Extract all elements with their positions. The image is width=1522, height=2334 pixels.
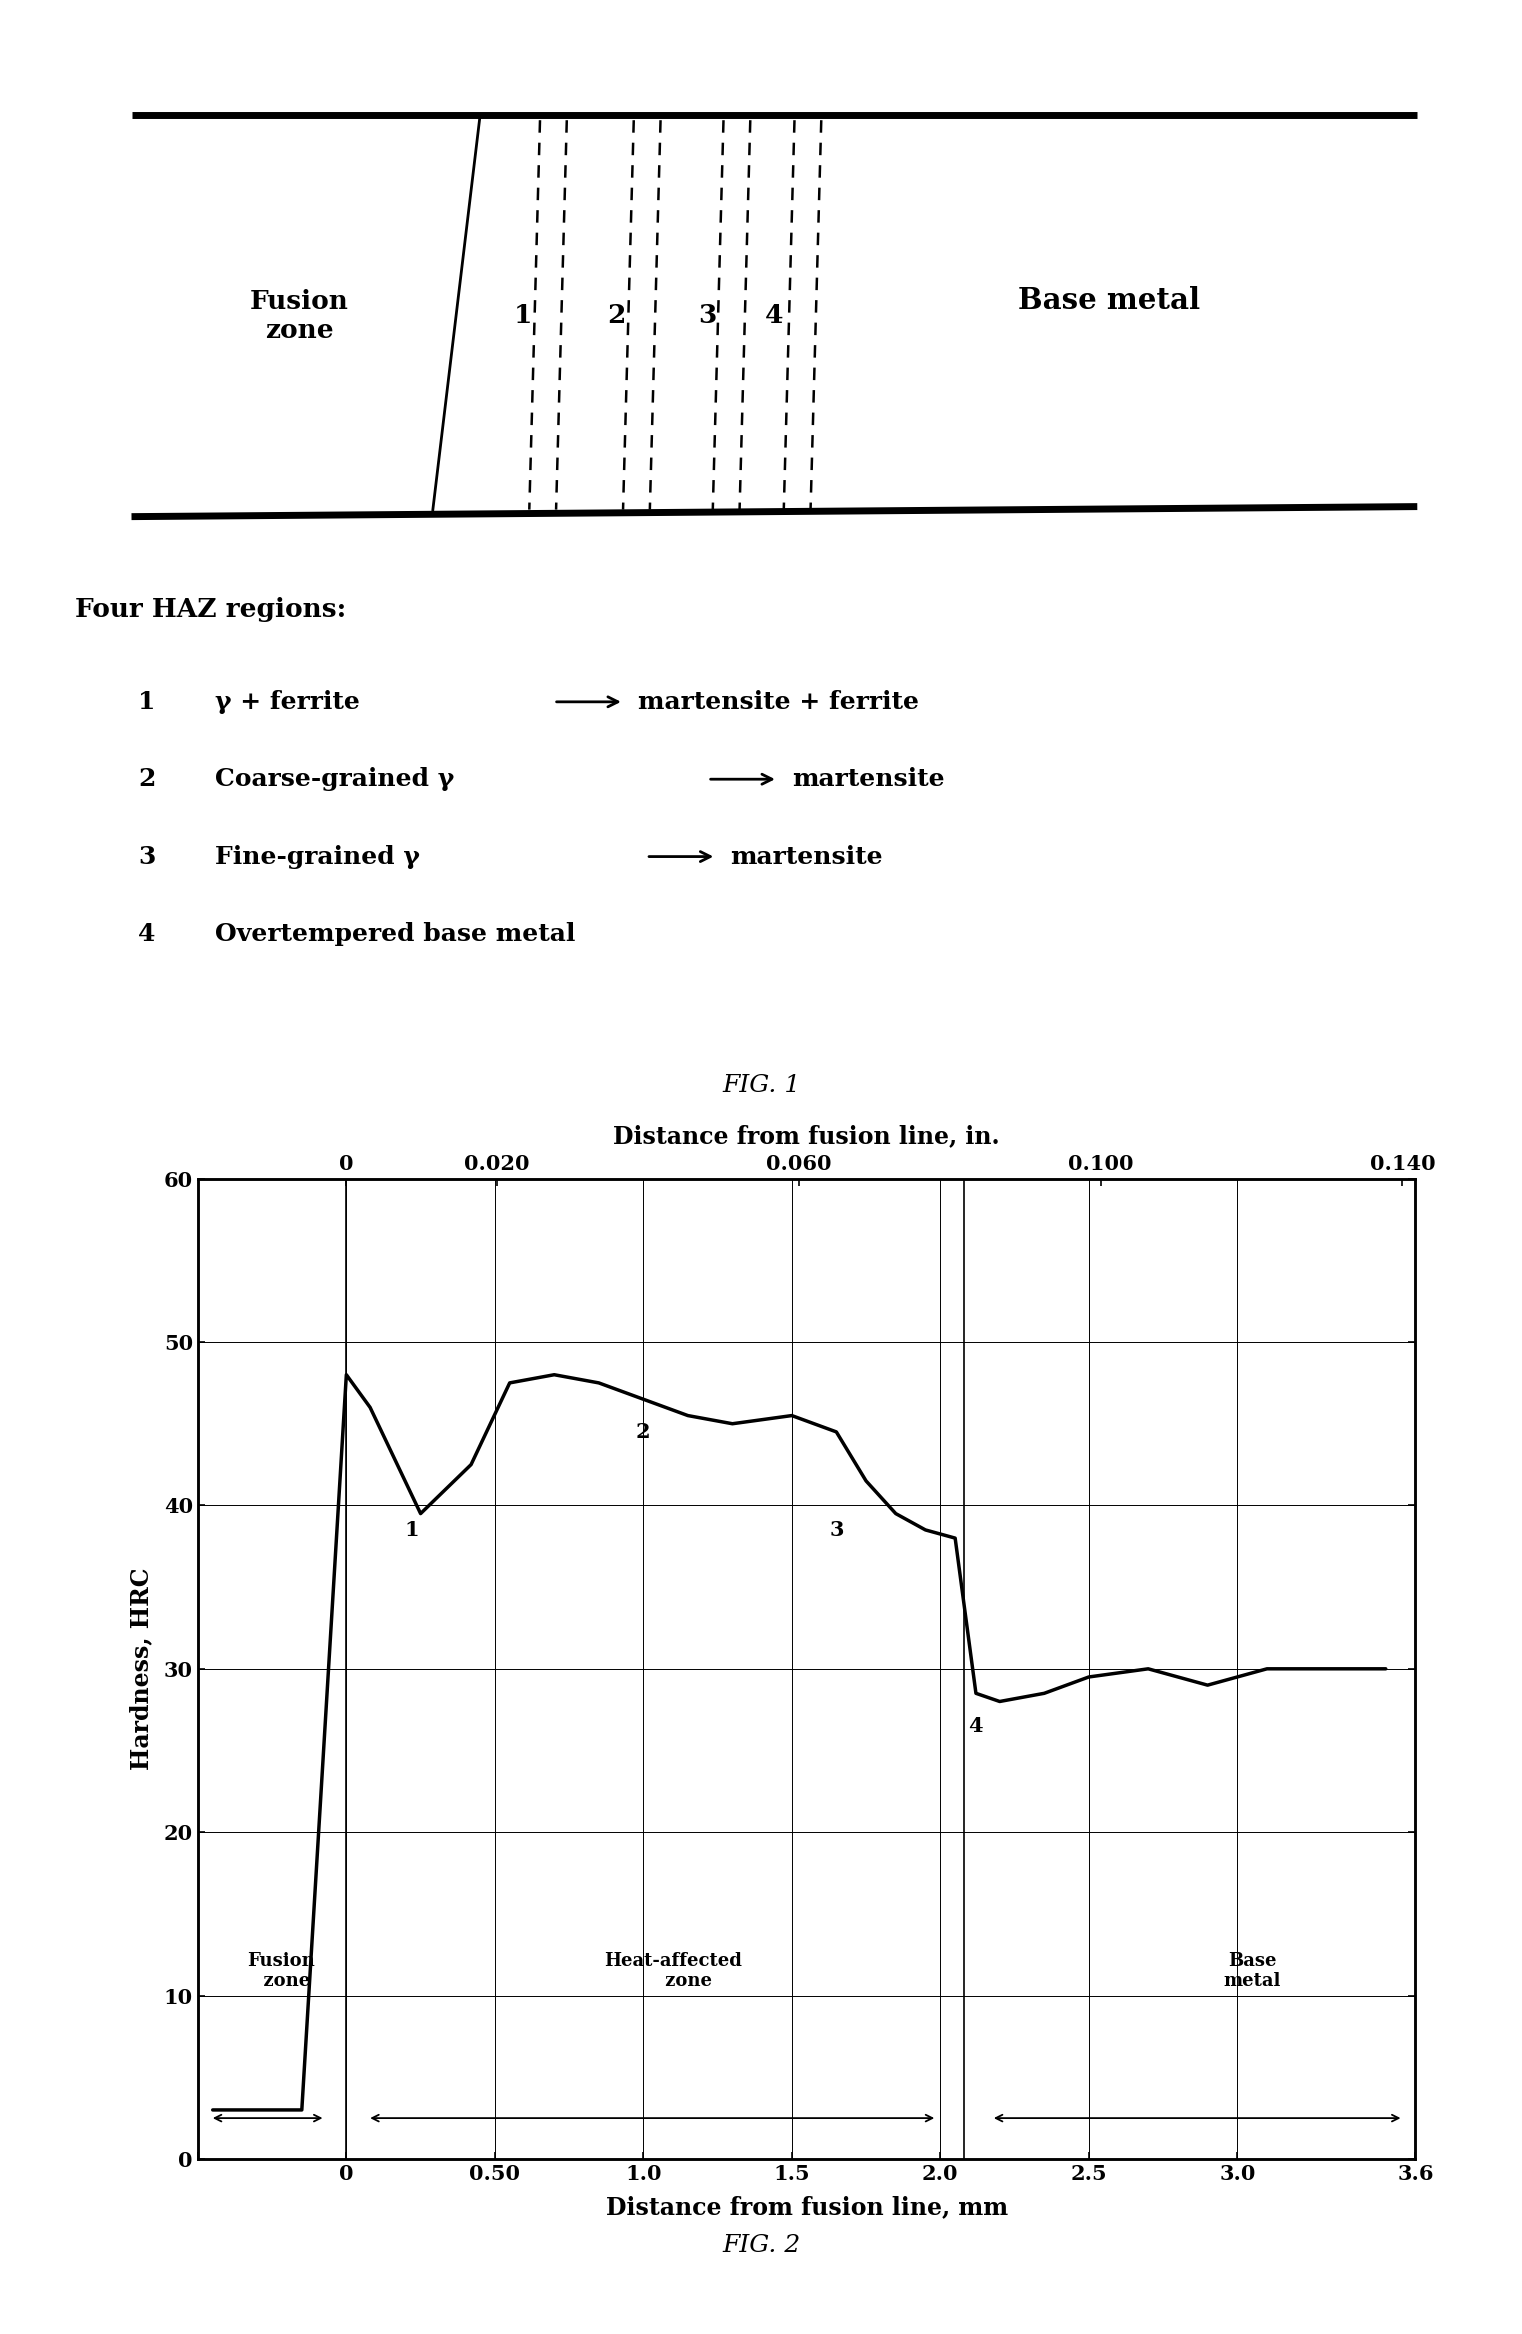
Text: γ + ferrite: γ + ferrite <box>215 691 377 714</box>
Text: 2: 2 <box>607 303 626 329</box>
Text: 1: 1 <box>513 303 531 329</box>
Text: FIG. 1: FIG. 1 <box>721 1074 801 1097</box>
Text: Fusion
  zone: Fusion zone <box>247 1951 315 1991</box>
Y-axis label: Hardness, HRC: Hardness, HRC <box>129 1568 152 1769</box>
Text: Fusion
zone: Fusion zone <box>250 289 349 343</box>
Text: 1: 1 <box>139 691 155 714</box>
Text: 3: 3 <box>829 1519 843 1540</box>
Text: Base metal: Base metal <box>1018 287 1201 315</box>
Text: Base
metal: Base metal <box>1224 1951 1282 1991</box>
Text: 2: 2 <box>636 1421 650 1442</box>
Text: 3: 3 <box>699 303 717 329</box>
Text: 1: 1 <box>405 1519 419 1540</box>
Text: Heat-affected
     zone: Heat-affected zone <box>604 1951 741 1991</box>
X-axis label: Distance from fusion line, in.: Distance from fusion line, in. <box>613 1123 1000 1148</box>
Text: Four HAZ regions:: Four HAZ regions: <box>75 598 345 623</box>
Text: martensite + ferrite: martensite + ferrite <box>638 691 919 714</box>
Text: Fine-grained γ: Fine-grained γ <box>215 845 437 868</box>
X-axis label: Distance from fusion line, mm: Distance from fusion line, mm <box>606 2194 1008 2220</box>
Text: Coarse-grained γ: Coarse-grained γ <box>215 768 472 791</box>
Text: 2: 2 <box>139 768 155 791</box>
Text: FIG. 2: FIG. 2 <box>721 2234 801 2257</box>
Text: 4: 4 <box>139 922 155 945</box>
Text: 4: 4 <box>766 303 784 329</box>
Text: Overtempered base metal: Overtempered base metal <box>215 922 575 945</box>
Text: martensite: martensite <box>791 768 945 791</box>
Text: martensite: martensite <box>731 845 883 868</box>
Text: 3: 3 <box>139 845 155 868</box>
Text: 4: 4 <box>968 1715 983 1736</box>
